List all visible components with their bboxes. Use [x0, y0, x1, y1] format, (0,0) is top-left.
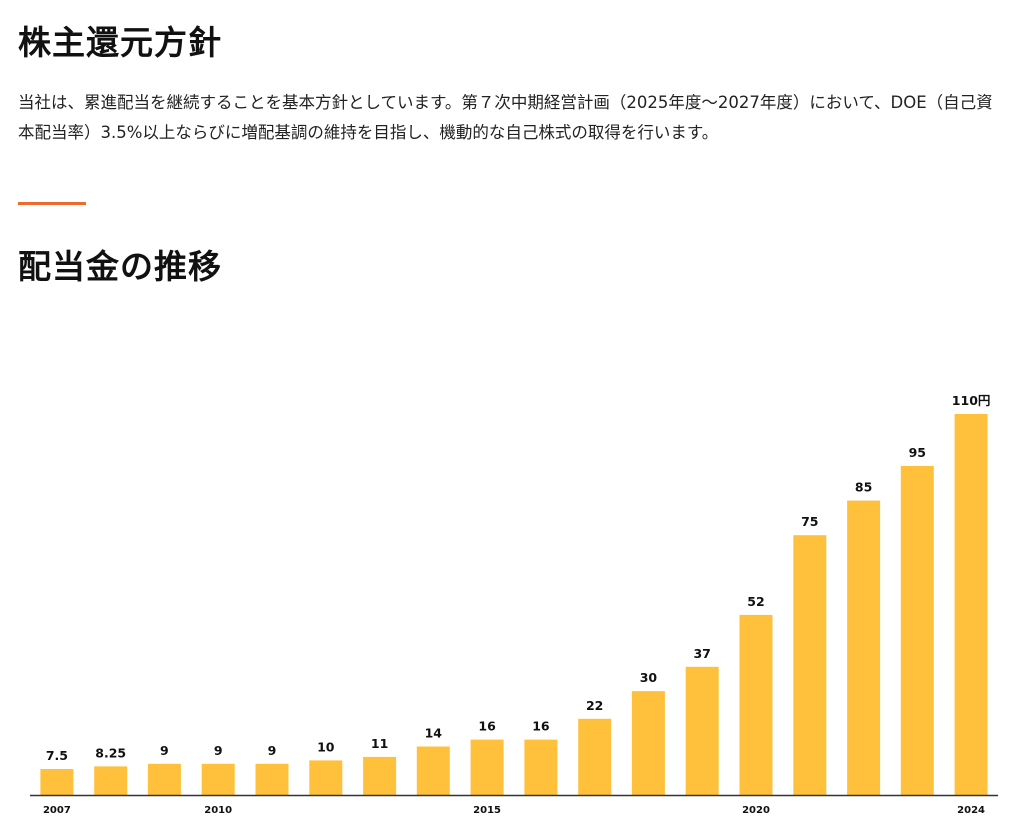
- dividend-bar-chart: 7.5 2007 8.25 9 9 2010 9 10 11 14 16 2015 16 22 30 37 52…: [30, 393, 998, 816]
- bar-2017: [578, 718, 612, 795]
- x-tick-label-2020: 2020: [742, 805, 770, 816]
- value-label-2012: 10: [317, 739, 335, 754]
- value-label-2014: 14: [425, 726, 443, 741]
- bar-2008: [94, 766, 128, 795]
- bar-2022: [847, 500, 881, 795]
- value-label-2016: 16: [532, 719, 550, 734]
- x-tick-label-2010: 2010: [204, 805, 232, 816]
- value-label-2011: 9: [268, 743, 277, 758]
- value-label-2022: 85: [855, 480, 872, 495]
- value-label-2024: 110円: [952, 393, 991, 408]
- bar-2024: [954, 414, 988, 795]
- value-label-2015: 16: [478, 719, 496, 734]
- value-label-2017: 22: [586, 698, 603, 713]
- value-label-2021: 75: [801, 514, 818, 529]
- section-divider: [18, 202, 86, 205]
- dividend-history-title: 配当金の推移: [18, 247, 222, 286]
- x-tick-label-2015: 2015: [473, 805, 501, 816]
- value-label-2023: 95: [909, 445, 926, 460]
- x-tick-label-2007: 2007: [43, 805, 71, 816]
- value-label-2009: 9: [160, 743, 169, 758]
- bar-2018: [631, 691, 665, 795]
- shareholder-return-policy-title: 株主還元方針: [18, 23, 222, 62]
- bar-2019: [685, 666, 719, 795]
- bar-2015: [470, 739, 504, 795]
- bar-2007: [40, 769, 74, 795]
- x-tick-label-2024: 2024: [957, 805, 985, 816]
- bar-2016: [524, 739, 558, 795]
- bar-2010: [201, 763, 235, 795]
- bar-2013: [363, 756, 397, 795]
- value-label-2008: 8.25: [95, 745, 126, 760]
- value-label-2018: 30: [640, 670, 658, 685]
- bar-2009: [147, 763, 181, 795]
- bar-2011: [255, 763, 289, 795]
- bar-2021: [793, 535, 827, 795]
- bar-2020: [739, 614, 773, 795]
- bar-2023: [900, 466, 934, 795]
- value-label-2020: 52: [747, 594, 764, 609]
- bar-2012: [309, 760, 343, 795]
- value-label-2010: 9: [214, 743, 223, 758]
- bar-2014: [416, 746, 450, 795]
- value-label-2013: 11: [371, 736, 388, 751]
- value-label-2007: 7.5: [46, 748, 68, 763]
- shareholder-return-policy-text: 当社は、累進配当を継続することを基本方針としています。第７次中期経営計画（202…: [18, 93, 993, 142]
- value-label-2019: 37: [693, 646, 710, 661]
